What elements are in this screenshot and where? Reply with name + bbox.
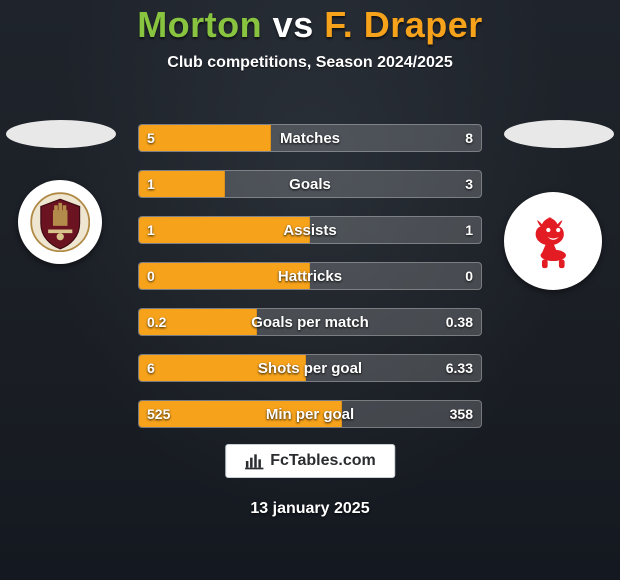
stat-value-right: 8: [457, 125, 481, 151]
stat-value-right: 6.33: [438, 355, 481, 381]
stat-row: 66.33Shots per goal: [138, 354, 482, 382]
stat-row: 11Assists: [138, 216, 482, 244]
stat-fill-left: [139, 263, 310, 289]
stat-row: 0.20.38Goals per match: [138, 308, 482, 336]
player-photo-placeholder-right: [504, 120, 614, 148]
title-vs: vs: [273, 4, 314, 45]
stat-row: 13Goals: [138, 170, 482, 198]
comparison-card: Morton vs F. Draper Club competitions, S…: [0, 0, 620, 580]
club-crest-left: [18, 180, 102, 264]
stat-value-right: 3: [457, 171, 481, 197]
brand-badge[interactable]: FcTables.com: [225, 444, 395, 478]
date-label: 13 january 2025: [0, 500, 620, 518]
page-title: Morton vs F. Draper: [137, 4, 483, 46]
stat-value-right: 0.38: [438, 309, 481, 335]
stat-value-left: 1: [139, 217, 163, 243]
title-player1: Morton: [137, 4, 262, 45]
stat-bars: 58Matches13Goals11Assists00Hattricks0.20…: [138, 124, 482, 428]
brand-label: FcTables.com: [270, 452, 376, 470]
stat-row: 58Matches: [138, 124, 482, 152]
stat-value-right: 0: [457, 263, 481, 289]
stat-value-left: 1: [139, 171, 163, 197]
stat-value-left: 0: [139, 263, 163, 289]
stat-row: 00Hattricks: [138, 262, 482, 290]
player-photo-placeholder-left: [6, 120, 116, 148]
club-crest-right: [504, 192, 602, 290]
stat-value-left: 0.2: [139, 309, 174, 335]
stat-value-right: 358: [442, 401, 481, 427]
crest-left-icon: [30, 192, 90, 252]
stat-fill-left: [139, 355, 306, 381]
crest-right-icon: [518, 206, 589, 277]
stat-value-right: 1: [457, 217, 481, 243]
stat-value-left: 525: [139, 401, 178, 427]
stat-row: 525358Min per goal: [138, 400, 482, 428]
title-player2: F. Draper: [324, 4, 483, 45]
bar-chart-icon: [244, 451, 264, 471]
stat-value-left: 6: [139, 355, 163, 381]
stat-fill-left: [139, 217, 310, 243]
subtitle: Club competitions, Season 2024/2025: [167, 54, 452, 72]
stat-value-left: 5: [139, 125, 163, 151]
